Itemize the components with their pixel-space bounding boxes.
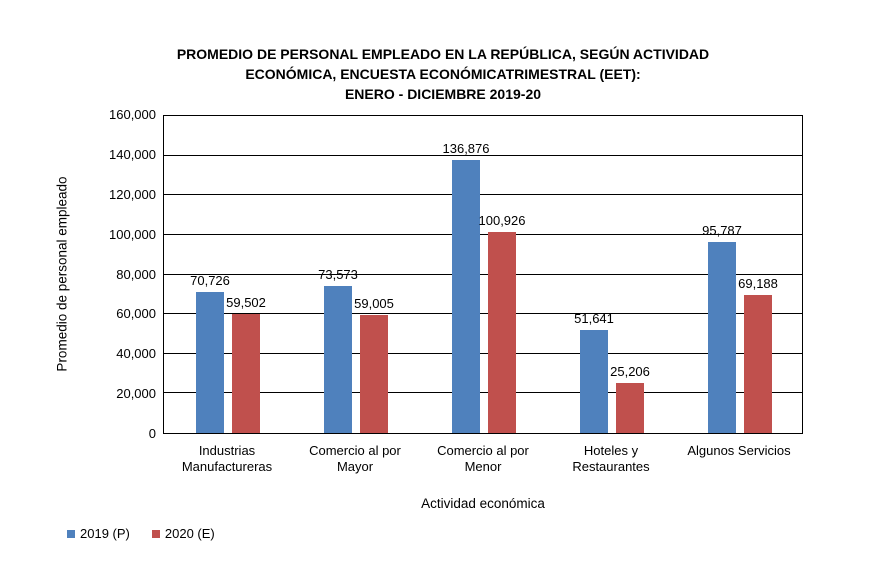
legend-swatch-icon [151, 529, 160, 538]
x-axis-title: Actividad económica [421, 496, 545, 511]
category-label: Comercio al por Mayor [287, 443, 423, 475]
plot-area: 70,726 59,502 73,573 59,005 136,876 100,926 51… [163, 115, 803, 434]
value-label: 73,573 [318, 267, 358, 283]
gridline [164, 352, 802, 354]
value-label: 95,787 [702, 223, 742, 239]
y-axis-tick-label: 140,000 [109, 146, 156, 162]
y-axis-tick-label: 160,000 [109, 107, 156, 122]
legend-label: 2020 (E) [164, 526, 215, 541]
y-axis-tick-label: 120,000 [109, 186, 156, 202]
category-label-line: Mayor [336, 459, 374, 474]
category-label: Comercio al por Menor [415, 443, 551, 475]
value-label: 70,726 [190, 273, 230, 288]
legend-item: 2020 (E) [151, 526, 215, 541]
value-label: 59,502 [226, 295, 266, 311]
chart-title-line-1: PROMEDIO DE PERSONAL EMPLEADO EN LA REPÚ… [176, 46, 710, 62]
category-label: Industrias Manufactureras [159, 443, 295, 475]
y-axis-tick-label: 80,000 [116, 266, 156, 282]
category-label: Hoteles y Restaurantes [543, 443, 679, 475]
chart-title: PROMEDIO DE PERSONAL EMPLEADO EN LA REPÚ… [0, 44, 886, 104]
bar-2019-p [708, 242, 736, 433]
gridline [164, 392, 802, 394]
category-label-line: Comercio al por [309, 443, 401, 458]
y-axis-tick-label: 100,000 [109, 226, 156, 242]
category-label-line: Menor [464, 459, 502, 474]
value-label: 69,188 [738, 276, 778, 292]
bar-2019-p [196, 292, 224, 433]
y-axis-tick-label: 40,000 [116, 346, 156, 362]
value-label: 25,206 [610, 363, 650, 379]
gridline [164, 313, 802, 315]
gridline [164, 154, 802, 156]
y-axis-tick-label: 0 [148, 426, 156, 441]
bar-2019-p [452, 160, 480, 433]
category-label-line: Comercio al por [437, 443, 529, 458]
legend: 2019 (P) 2020 (E) [67, 526, 215, 541]
y-axis-tick-label: 20,000 [116, 386, 156, 402]
chart-title-line-3: ENERO - DICIEMBRE 2019-20 [344, 86, 542, 102]
bar-2019-p [580, 330, 608, 433]
bar-2020-e [744, 295, 772, 433]
chart-title-line-2: ECONÓMICA, ENCUESTA ECONÓMICATRIMESTRAL … [245, 66, 641, 82]
bar-2020-e [360, 315, 388, 433]
category-label-line: Manufactureras [181, 459, 273, 474]
category-label-line: Industrias [198, 443, 256, 458]
legend-swatch-icon [67, 529, 75, 538]
category-label-line: Algunos Servicios [687, 443, 791, 458]
legend-label: 2019 (P) [80, 526, 130, 541]
value-label: 136,876 [442, 141, 490, 157]
value-label: 100,926 [478, 212, 526, 228]
bar-2020-e [616, 382, 644, 433]
category-label-line: Hoteles y [583, 443, 639, 458]
gridline [164, 273, 802, 275]
category-label: Algunos Servicios [671, 443, 807, 459]
gridline [164, 194, 802, 196]
gridline [164, 233, 802, 235]
category-label-line: Restaurantes [572, 459, 650, 474]
value-label: 51,641 [574, 311, 614, 327]
value-label: 59,005 [354, 296, 394, 312]
y-axis-tick-label: 60,000 [116, 306, 156, 322]
bar-2019-p [324, 286, 352, 433]
legend-item: 2019 (P) [67, 526, 130, 541]
bar-2020-e [232, 314, 260, 433]
bar-2020-e [488, 231, 516, 433]
